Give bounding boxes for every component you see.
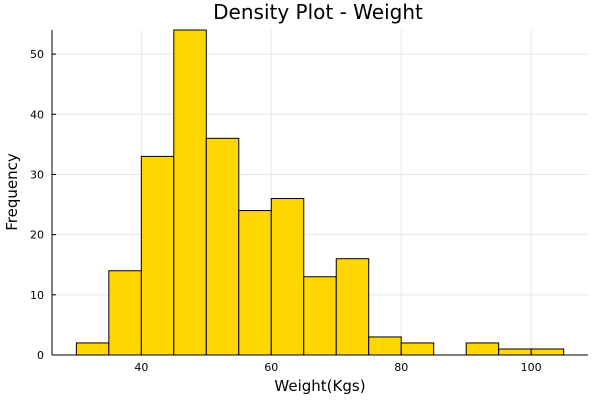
histogram-bar — [465, 342, 500, 356]
chart-title: Density Plot - Weight — [213, 0, 423, 24]
histogram-bar — [205, 137, 240, 356]
tick-labels: 40 60 80 100 0 10 20 30 40 50 — [30, 48, 542, 374]
x-tick-label: 60 — [264, 361, 278, 374]
x-tick-label: 40 — [134, 361, 148, 374]
y-axis-label: Frequency — [3, 153, 21, 231]
histogram-bar — [140, 155, 175, 356]
x-axis-label: Weight(Kgs) — [274, 377, 365, 395]
histogram-bar — [498, 348, 532, 356]
histogram-bar — [270, 198, 305, 356]
histogram-bar — [400, 342, 435, 356]
histogram-bar — [75, 342, 110, 356]
histogram-bar — [108, 270, 142, 356]
histogram-bar — [238, 210, 272, 356]
y-tick-label: 40 — [30, 108, 44, 121]
y-tick-label: 0 — [37, 349, 44, 362]
y-tick-label: 20 — [30, 229, 44, 242]
x-tick-label: 80 — [394, 361, 408, 374]
y-tick-label: 30 — [30, 168, 44, 181]
histogram-bar — [303, 276, 337, 356]
histogram-bar — [368, 336, 402, 356]
histogram-bar — [335, 258, 370, 356]
histogram-bar — [173, 29, 207, 356]
histogram-bar — [530, 348, 565, 356]
bars — [75, 29, 565, 356]
x-tick-label: 100 — [521, 361, 542, 374]
y-tick-label: 50 — [30, 48, 44, 61]
y-tick-label: 10 — [30, 289, 44, 302]
